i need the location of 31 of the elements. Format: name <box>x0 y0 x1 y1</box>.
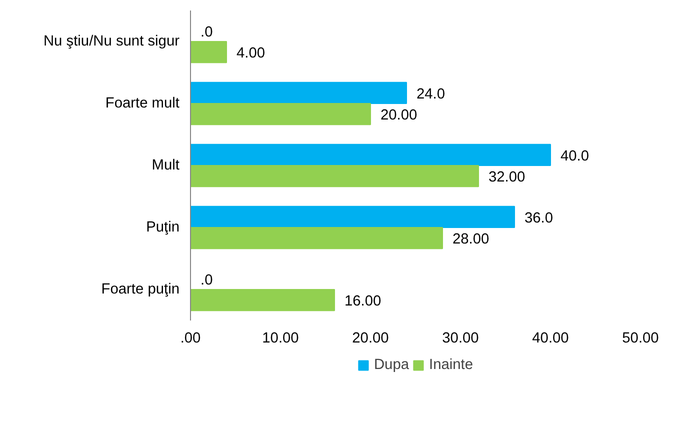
y-tick-label: Nu ştiu/Nu sunt sigur <box>43 34 180 50</box>
legend-label: Inainte <box>429 357 474 373</box>
bar <box>190 82 407 104</box>
data-label: .0 <box>200 272 213 288</box>
y-tick-label: Puţin <box>146 220 180 236</box>
data-label: 36.0 <box>524 210 554 226</box>
x-tick-label: .00 <box>180 330 201 346</box>
bar <box>190 41 227 64</box>
x-tick-label: 50.00 <box>622 330 659 346</box>
data-label: 32.00 <box>488 170 526 186</box>
bar <box>190 103 371 126</box>
bar <box>190 227 443 250</box>
data-label: 16.00 <box>344 294 382 310</box>
y-tick-label: Foarte puţin <box>101 282 180 298</box>
x-tick-label: 40.00 <box>532 330 569 346</box>
data-label: 4.00 <box>236 46 266 62</box>
y-tick-label: Foarte mult <box>105 96 180 112</box>
legend-label: Dupa <box>374 357 410 373</box>
x-tick-label: 30.00 <box>442 330 479 346</box>
bar <box>190 206 515 228</box>
bar <box>190 289 335 312</box>
data-label: 28.00 <box>452 232 490 248</box>
x-tick-label: 10.00 <box>262 330 299 346</box>
bar <box>190 144 551 166</box>
y-tick-label: Mult <box>152 158 180 174</box>
data-label: 20.00 <box>380 108 418 124</box>
data-label: 24.0 <box>416 86 446 102</box>
data-label: 40.0 <box>560 148 590 164</box>
bar <box>190 165 479 188</box>
data-label: .0 <box>200 24 213 40</box>
x-tick-label: 20.00 <box>352 330 389 346</box>
